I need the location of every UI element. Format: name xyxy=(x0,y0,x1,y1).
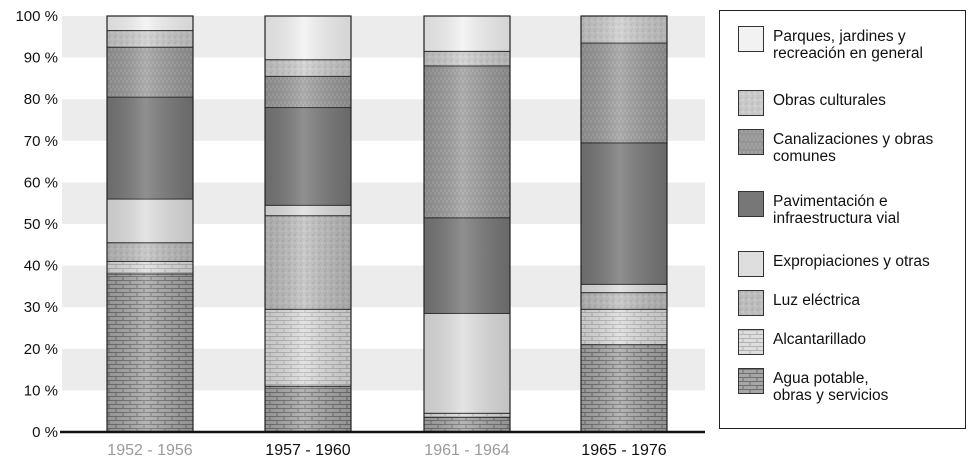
legend-item: Agua potable, obras y servicios xyxy=(738,368,963,404)
x-tick-label: 1952 - 1956 xyxy=(107,442,193,459)
bar-segment-shading xyxy=(265,76,351,108)
y-tick-label: 20 % xyxy=(24,341,58,358)
legend-item: Canalizaciones y obras comunes xyxy=(738,129,963,165)
legend-swatch xyxy=(738,129,764,155)
bar-segment-shading xyxy=(581,284,667,293)
bar-segment-shading xyxy=(424,217,510,314)
legend: Parques, jardines y recreación en general… xyxy=(719,10,966,429)
y-tick-label: 90 % xyxy=(24,50,58,67)
bar-segment-shading xyxy=(265,59,351,77)
legend-swatch xyxy=(738,90,764,116)
bar-segment-shading xyxy=(265,215,351,310)
legend-item: Parques, jardines y recreación en general xyxy=(738,26,963,62)
bar-segment-shading xyxy=(107,199,193,243)
bar-segment-shading xyxy=(107,242,193,262)
legend-item: Expropiaciones y otras xyxy=(738,251,963,277)
bar-segment-shading xyxy=(107,47,193,98)
x-tick-label: 1957 - 1960 xyxy=(265,442,351,459)
y-tick-label: 50 % xyxy=(24,216,58,233)
y-tick-label: 70 % xyxy=(24,133,58,150)
bar-segment-shading xyxy=(107,16,193,31)
bar-segment-shading xyxy=(581,292,667,310)
bar-segment-shading xyxy=(265,386,351,432)
y-tick-label: 0 % xyxy=(32,424,58,441)
y-tick-label: 30 % xyxy=(24,299,58,316)
x-tick-label: 1965 - 1976 xyxy=(581,442,667,459)
bar-segment-shading xyxy=(581,344,667,432)
bar-segment-shading xyxy=(581,309,667,345)
y-tick-label: 60 % xyxy=(24,174,58,191)
y-tick-label: 100 % xyxy=(15,8,58,25)
legend-label: Canalizaciones y obras comunes xyxy=(773,131,934,165)
bar-segment-shading xyxy=(107,30,193,48)
legend-label: Agua potable, obras y servicios xyxy=(773,370,889,404)
legend-swatch xyxy=(738,251,764,277)
bar-segment-shading xyxy=(424,413,510,418)
legend-label: Obras culturales xyxy=(773,92,886,109)
bar-segment-shading xyxy=(424,51,510,66)
legend-swatch xyxy=(738,368,764,394)
bar-segment-shading xyxy=(424,313,510,414)
bar-segment-shading xyxy=(424,16,510,52)
y-tick-label: 80 % xyxy=(24,91,58,108)
legend-swatch xyxy=(738,26,764,52)
y-tick-label: 40 % xyxy=(24,258,58,275)
legend-item: Luz eléctrica xyxy=(738,290,963,316)
bar-segment-shading xyxy=(424,417,510,432)
bar-segment-shading xyxy=(265,205,351,216)
legend-label: Luz eléctrica xyxy=(773,292,861,309)
legend-item: Pavimentación e infraestructura vial xyxy=(738,191,963,227)
legend-item: Alcantarillado xyxy=(738,329,963,355)
bar-segment-shading xyxy=(424,65,510,218)
bar-segment-shading xyxy=(581,142,667,285)
legend-label: Alcantarillado xyxy=(773,331,867,348)
legend-swatch xyxy=(738,191,764,217)
legend-label: Pavimentación e infraestructura vial xyxy=(773,193,900,227)
bar-segment-shading xyxy=(107,273,193,432)
x-tick-label: 1961 - 1964 xyxy=(424,442,510,459)
legend-swatch xyxy=(738,290,764,316)
legend-swatch xyxy=(738,329,764,355)
y-tick-label: 10 % xyxy=(24,382,58,399)
bar-segment-shading xyxy=(581,43,667,143)
bar-segment-shading xyxy=(107,97,193,200)
bar-segment-shading xyxy=(581,16,667,44)
legend-item: Obras culturales xyxy=(738,90,963,116)
bar-segment-shading xyxy=(107,261,193,274)
legend-label: Expropiaciones y otras xyxy=(773,253,930,270)
bar-segment-shading xyxy=(265,16,351,60)
bar-segment-shading xyxy=(265,309,351,387)
legend-label: Parques, jardines y recreación en general xyxy=(773,28,923,62)
bar-segment-shading xyxy=(265,107,351,206)
